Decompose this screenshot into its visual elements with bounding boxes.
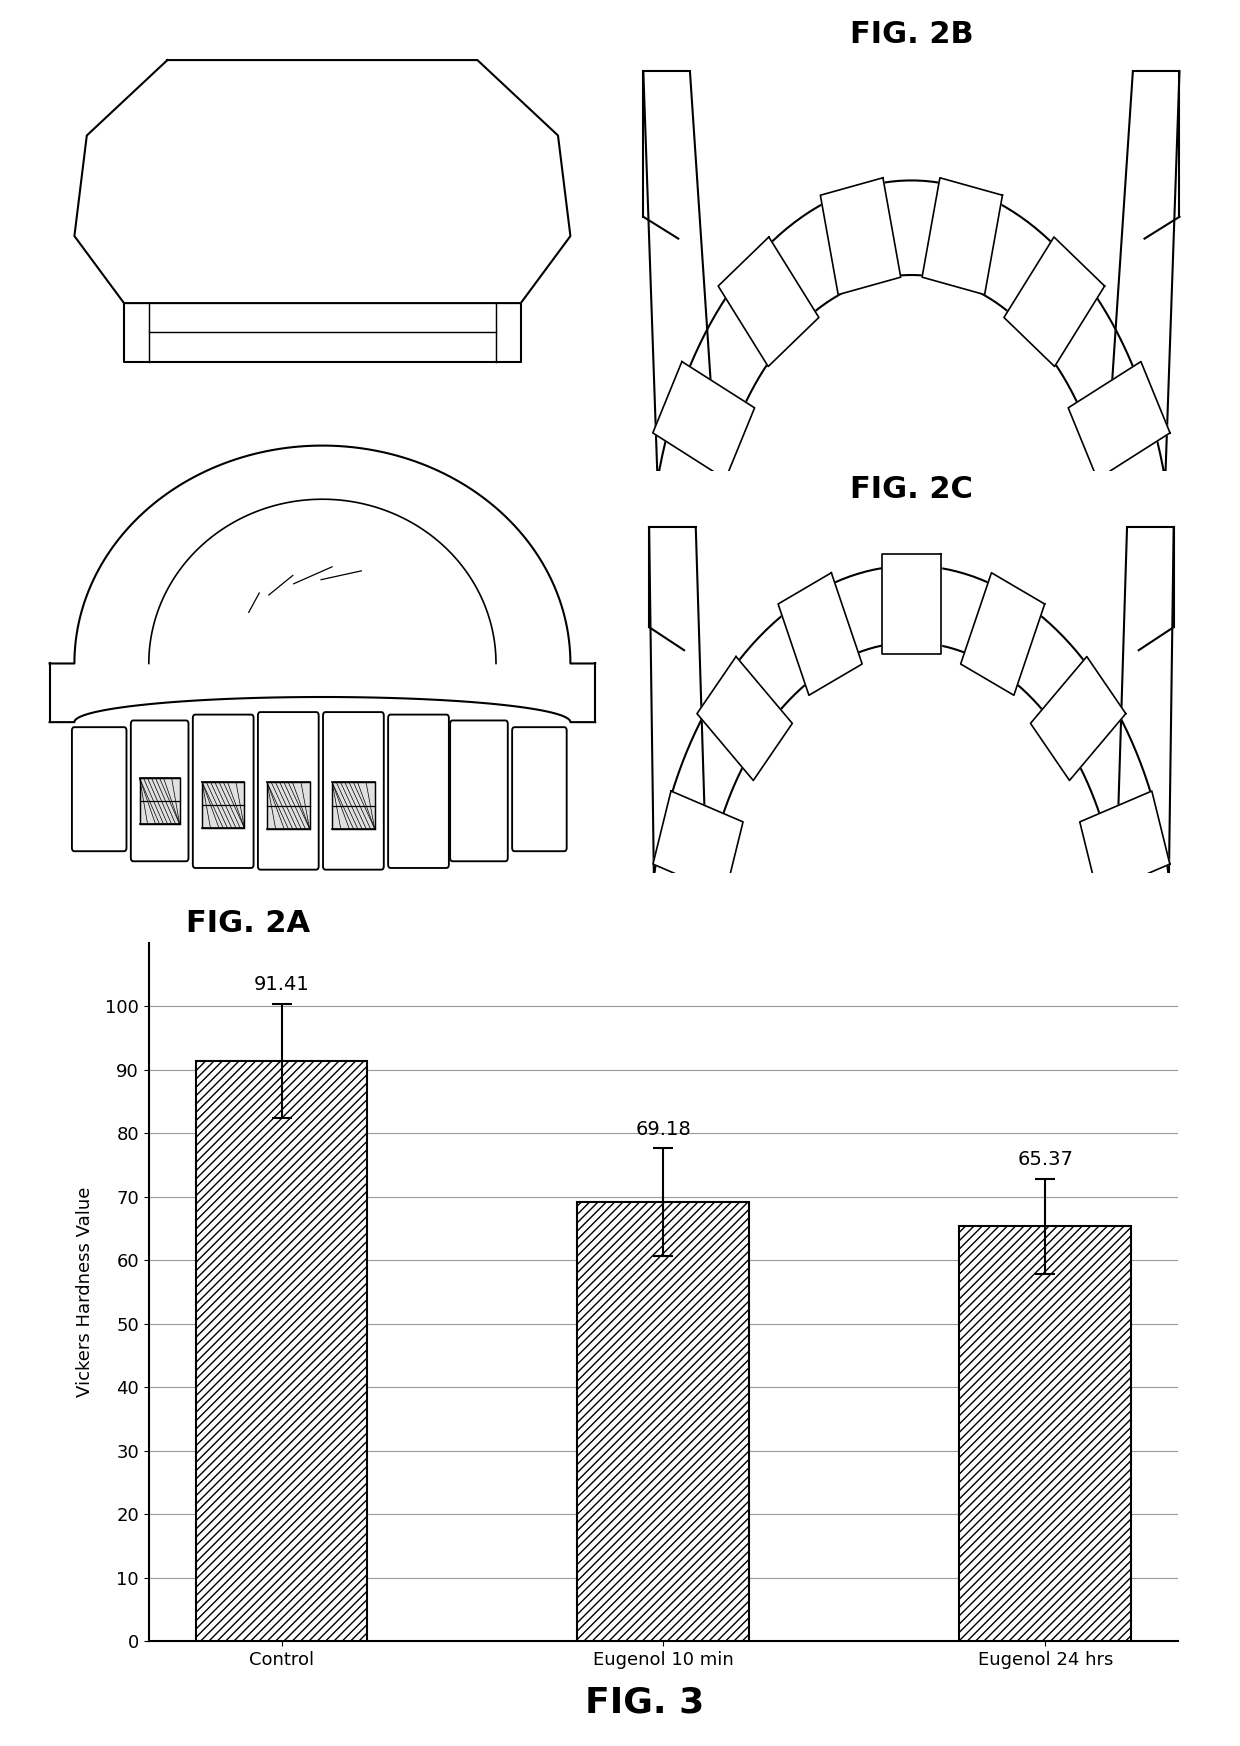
Text: 69.18: 69.18 bbox=[636, 1119, 691, 1138]
Polygon shape bbox=[1030, 656, 1126, 780]
Polygon shape bbox=[1004, 237, 1105, 367]
Polygon shape bbox=[821, 178, 900, 295]
FancyBboxPatch shape bbox=[388, 714, 449, 868]
Polygon shape bbox=[653, 791, 743, 896]
FancyBboxPatch shape bbox=[193, 714, 254, 868]
Y-axis label: Vickers Hardness Value: Vickers Hardness Value bbox=[76, 1187, 94, 1397]
Polygon shape bbox=[779, 573, 862, 695]
Bar bbox=[196, 1062, 367, 1641]
Polygon shape bbox=[1080, 791, 1169, 896]
Bar bbox=[267, 782, 310, 829]
FancyBboxPatch shape bbox=[258, 712, 319, 870]
Text: FIG. 2C: FIG. 2C bbox=[849, 475, 973, 505]
Bar bbox=[960, 1226, 1131, 1641]
FancyBboxPatch shape bbox=[512, 726, 567, 852]
Polygon shape bbox=[923, 178, 1002, 295]
Bar bbox=[578, 1201, 749, 1641]
Polygon shape bbox=[961, 573, 1044, 695]
Polygon shape bbox=[1068, 361, 1171, 478]
FancyBboxPatch shape bbox=[72, 726, 126, 852]
Bar bbox=[202, 782, 244, 828]
FancyBboxPatch shape bbox=[131, 721, 188, 861]
Text: FIG. 3: FIG. 3 bbox=[585, 1687, 704, 1720]
Polygon shape bbox=[718, 237, 818, 367]
Text: FIG. 2A: FIG. 2A bbox=[186, 908, 310, 938]
Polygon shape bbox=[652, 361, 755, 478]
Text: 65.37: 65.37 bbox=[1017, 1151, 1074, 1170]
Bar bbox=[140, 779, 180, 824]
Bar bbox=[332, 782, 374, 829]
Text: FIG. 2B: FIG. 2B bbox=[849, 21, 973, 49]
Polygon shape bbox=[883, 553, 940, 655]
Polygon shape bbox=[697, 656, 792, 780]
FancyBboxPatch shape bbox=[450, 721, 507, 861]
FancyBboxPatch shape bbox=[322, 712, 384, 870]
Text: 91.41: 91.41 bbox=[254, 976, 310, 993]
